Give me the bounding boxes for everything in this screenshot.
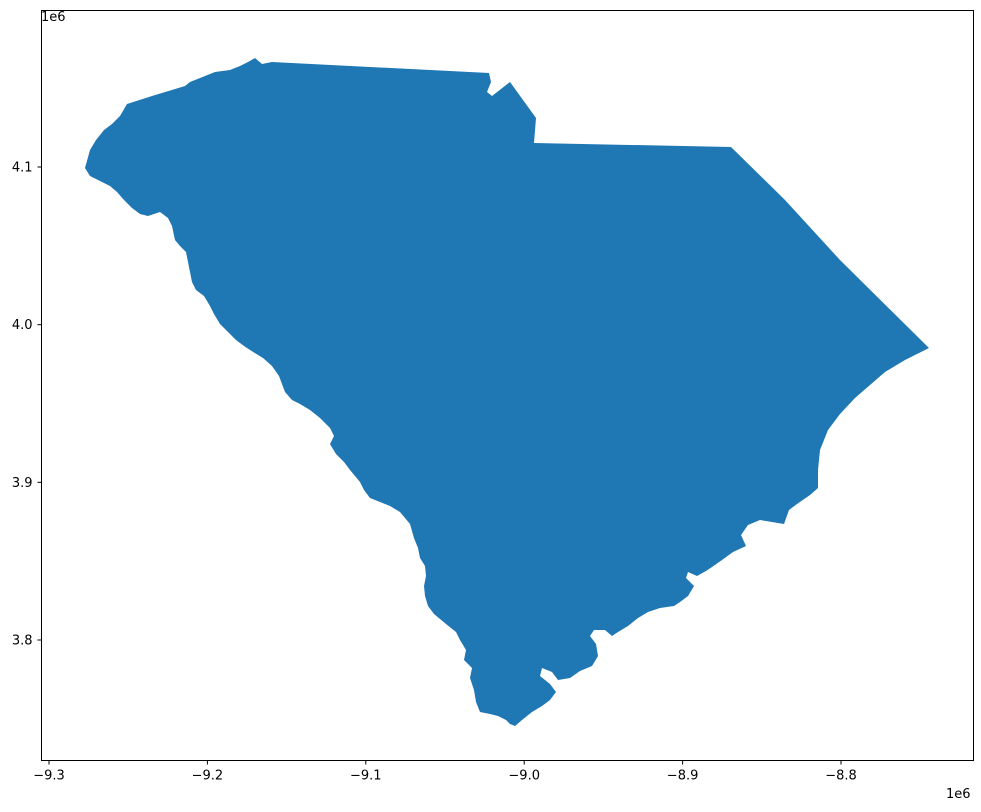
x-tick-label: −9.0 <box>508 769 540 784</box>
y-tick-label: 4.0 <box>12 318 33 333</box>
state-region <box>85 58 929 726</box>
y-tick-label: 4.1 <box>12 161 33 176</box>
x-tick-label: −9.1 <box>350 769 382 784</box>
axes-frame <box>41 10 974 761</box>
x-tick-label: −9.3 <box>33 769 65 784</box>
y-axis-offset-label: 1e6 <box>41 10 66 25</box>
y-axis-ticks: 4.1 4.0 3.9 3.8 <box>12 161 42 649</box>
x-axis-offset-label: 1e6 <box>946 787 971 802</box>
y-tick-label: 3.8 <box>12 634 33 649</box>
x-tick-label: −9.2 <box>192 769 224 784</box>
x-tick-label: −8.8 <box>825 769 857 784</box>
x-axis-ticks: −9.3 −9.2 −9.1 −9.0 −8.9 −8.8 <box>33 760 857 784</box>
y-tick-label: 3.9 <box>12 476 33 491</box>
x-tick-label: −8.9 <box>667 769 699 784</box>
